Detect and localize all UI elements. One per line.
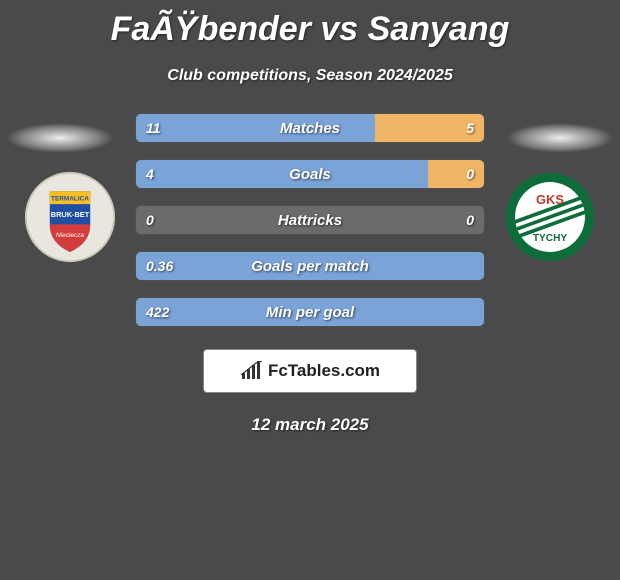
stat-row: 422Min per goal <box>135 297 485 327</box>
gks-tychy-badge-icon: GKS TYCHY <box>504 171 596 263</box>
brand-box[interactable]: FcTables.com <box>203 349 417 393</box>
badge-left-text-top: TERMALICA <box>51 195 89 202</box>
stat-fill-left <box>136 252 484 280</box>
stat-row: 0 0Hattricks <box>135 205 485 235</box>
brand-text: FcTables.com <box>268 361 380 381</box>
spotlight-left <box>6 123 114 153</box>
team-badge-left: TERMALICA BRUK-BET Nieciecza <box>24 171 116 263</box>
stat-value-right: 0 <box>466 206 474 234</box>
stat-label: Hattricks <box>136 206 484 234</box>
bar-chart-icon <box>240 361 264 381</box>
badge-left-text-bottom: Nieciecza <box>56 232 84 239</box>
comparison-panel: TERMALICA BRUK-BET Nieciecza GKS TYCHY 1… <box>0 113 620 327</box>
badge-right-text-top: GKS <box>536 192 564 207</box>
page-title: FaÃŸbender vs Sanyang <box>0 0 620 49</box>
spotlight-right <box>506 123 614 153</box>
stat-fill-left <box>136 114 375 142</box>
page-subtitle: Club competitions, Season 2024/2025 <box>0 67 620 85</box>
termalica-badge-icon: TERMALICA BRUK-BET Nieciecza <box>24 171 116 263</box>
stat-fill-left <box>136 298 484 326</box>
stat-bars: 115Matches 40Goals 0 0Hattricks 0.36Goals pe… <box>135 113 485 327</box>
comparison-date: 12 march 2025 <box>0 415 620 435</box>
stat-fill-right <box>375 114 484 142</box>
badge-right-text-bottom: TYCHY <box>533 233 568 244</box>
stat-value-left: 0 <box>146 206 154 234</box>
stat-row: 115Matches <box>135 113 485 143</box>
stat-fill-right <box>428 160 484 188</box>
stat-row: 40Goals <box>135 159 485 189</box>
team-badge-right: GKS TYCHY <box>504 171 596 263</box>
stat-row: 0.36Goals per match <box>135 251 485 281</box>
badge-left-text-mid: BRUK-BET <box>51 210 90 219</box>
